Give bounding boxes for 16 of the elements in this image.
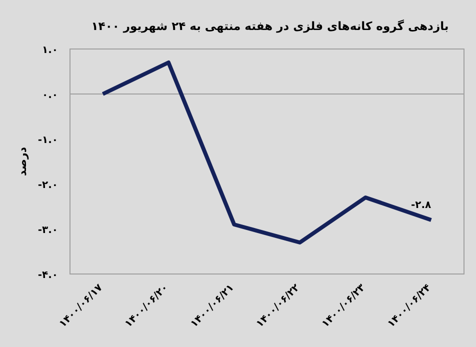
y-tick-label: -۱.۰ xyxy=(38,135,58,146)
chart-title: بازدهی گروه کانه‌های فلزی در هفته منتهی به ۲۴ شهریور ۱۴۰۰ xyxy=(91,19,449,33)
x-tick-label: ۱۴۰۰/۰۶/۲۲ xyxy=(254,282,302,330)
x-tick-label: ۱۴۰۰/۰۶/۱۷ xyxy=(57,282,105,330)
line-series xyxy=(100,60,434,244)
y-axis-title: درصد xyxy=(16,146,29,176)
x-tick-label: ۱۴۰۰/۰۶/۲۳ xyxy=(320,282,368,330)
x-tick-label: ۱۴۰۰/۰۶/۲۰ xyxy=(123,282,171,330)
y-tick-label: ۱.۰ xyxy=(42,45,58,56)
y-tick-label: -۴.۰ xyxy=(38,270,58,281)
y-tick-label: -۳.۰ xyxy=(38,225,58,236)
data-label: -۲.۸ xyxy=(411,200,432,211)
y-tick-label: -۲.۰ xyxy=(38,180,58,191)
x-tick-label: ۱۴۰۰/۰۶/۲۴ xyxy=(386,282,434,330)
y-tick-label: ۰.۰ xyxy=(42,90,58,101)
x-tick-label: ۱۴۰۰/۰۶/۲۱ xyxy=(188,282,236,330)
